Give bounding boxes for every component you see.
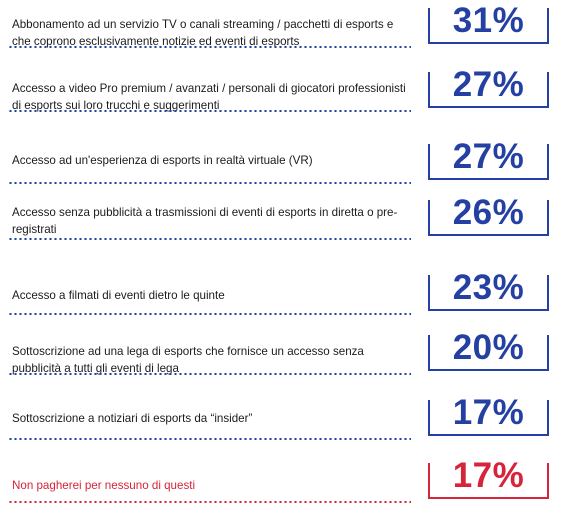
dotted-separator (8, 313, 411, 315)
dotted-separator (8, 46, 411, 48)
dotted-separator (8, 501, 411, 503)
data-label: 27% (452, 137, 525, 176)
value-box: 17% (428, 393, 549, 436)
category-label: Non pagherei per nessuno di questi (12, 479, 196, 492)
category-label: Abbonamento ad un servizio TV o canali s… (12, 18, 394, 48)
value-box: 27% (428, 137, 549, 180)
data-label: 27% (452, 65, 525, 104)
data-label: 17% (452, 456, 525, 495)
data-label: 23% (452, 268, 525, 307)
category-label: Accesso a filmati di eventi dietro le qu… (12, 289, 225, 302)
data-label: 20% (452, 328, 525, 367)
dotted-separator (8, 182, 411, 184)
dotted-separator (8, 438, 411, 440)
dotted-separator (8, 373, 411, 375)
value-box: 26% (428, 193, 549, 236)
value-box: 23% (428, 268, 549, 311)
data-label: 26% (452, 193, 525, 232)
data-label: 17% (452, 393, 525, 432)
value-box: 31% (428, 1, 549, 44)
value-box: 27% (428, 65, 549, 108)
category-label: Accesso a video Pro premium / avanzati /… (12, 82, 406, 112)
value-box: 20% (428, 328, 549, 371)
value-box: 17% (428, 456, 549, 499)
category-label: Accesso ad un'esperienza di esports in r… (12, 154, 313, 167)
dotted-separator (8, 238, 411, 240)
category-label: Accesso senza pubblicità a trasmissioni … (12, 206, 398, 236)
category-label: Sottoscrizione a notiziari di esports da… (12, 412, 253, 425)
data-label: 31% (452, 1, 525, 40)
dotted-separator (8, 110, 411, 112)
category-label: Sottoscrizione ad una lega di esports ch… (12, 345, 364, 375)
